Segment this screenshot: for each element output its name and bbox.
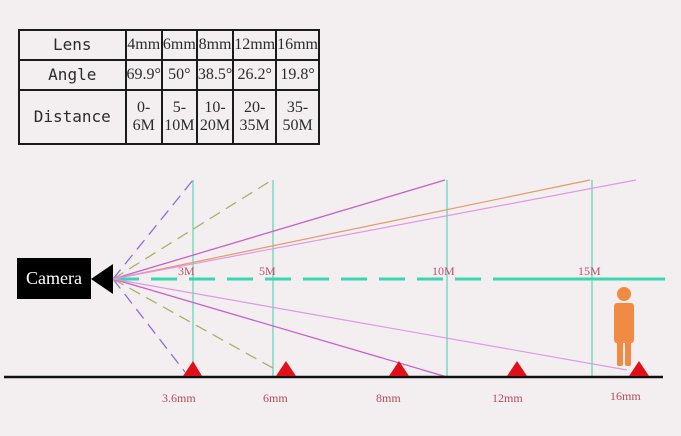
row-header: Distance	[18, 88, 127, 146]
table-cell: 16mm	[275, 29, 320, 61]
table-cell: 4mm	[124, 29, 163, 61]
table-cell: 50°	[160, 58, 198, 91]
table-cell: 8mm	[195, 29, 235, 61]
table-row-angle: Angle 69.9° 50° 38.5° 26.2° 19.8°	[18, 58, 320, 91]
ray-16mm	[112, 179, 637, 371]
distance-label-3m: 3M	[178, 264, 195, 278]
table-cell: 69.9°	[124, 58, 163, 91]
table-row-distance: Distance 0-6M 5-10M 10-20M 20-35M 35-50M	[18, 88, 320, 146]
lens-label-8mm: 8mm	[376, 391, 401, 405]
lens-label-16mm: 16mm	[610, 389, 641, 403]
table-cell: 12mm	[232, 29, 278, 61]
ray-8mm	[112, 179, 448, 378]
camera-label: Camera	[17, 258, 91, 299]
distance-label-5m: 5M	[259, 264, 276, 278]
table-cell: 6mm	[160, 29, 198, 61]
lens-marker-triangle-icon	[183, 361, 649, 376]
ray-6mm	[112, 179, 281, 373]
person-icon	[614, 287, 634, 366]
lens-label-3-6mm: 3.6mm	[162, 391, 196, 405]
table-cell: 0-6M	[124, 88, 163, 146]
table-cell: 10-20M	[195, 88, 235, 146]
ray-4mm	[112, 179, 194, 373]
lens-spec-table: Lens 4mm 6mm 8mm 12mm 16mm Angle 69.9° 5…	[18, 29, 320, 146]
table-cell: 35-50M	[275, 88, 320, 146]
row-header: Angle	[18, 58, 127, 91]
table-cell: 5-10M	[160, 88, 198, 146]
table-cell: 38.5°	[195, 58, 235, 91]
camera-icon	[91, 264, 113, 294]
ray-12mm	[112, 179, 591, 280]
table-row-lens: Lens 4mm 6mm 8mm 12mm 16mm	[18, 29, 320, 61]
distance-label-15m: 15M	[578, 264, 601, 278]
row-header: Lens	[18, 29, 127, 61]
table-cell: 19.8°	[275, 58, 320, 91]
table-cell: 26.2°	[232, 58, 278, 91]
lens-label-12mm: 12mm	[492, 391, 523, 405]
lens-label-6mm: 6mm	[263, 391, 288, 405]
table-cell: 20-35M	[232, 88, 278, 146]
distance-label-10m: 10M	[432, 264, 455, 278]
